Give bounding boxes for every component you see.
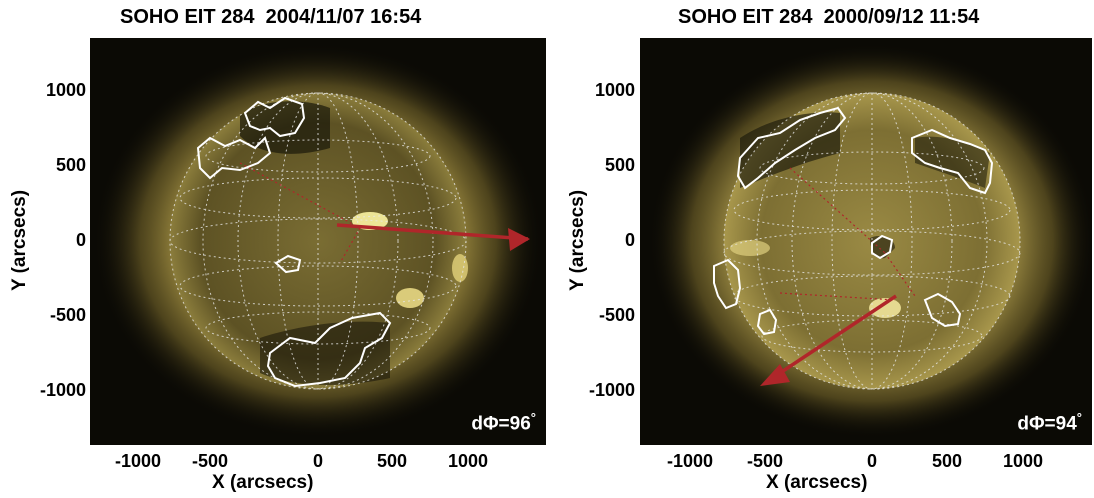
contours-right <box>713 106 994 336</box>
x-axis-label-left: X (arcsecs) <box>212 472 314 493</box>
dphi-label-right: dΦ=94° <box>1017 410 1082 435</box>
solar-image-right: dΦ=94° <box>640 38 1092 445</box>
x-tick-label: 0 <box>312 451 323 471</box>
panel-title-right: SOHO EIT 284 2000/09/12 11:54 <box>678 6 980 28</box>
solar-image-left-svg <box>90 38 546 445</box>
panel-title-left: SOHO EIT 284 2004/11/07 16:54 <box>120 6 422 28</box>
y-tick-label: -1000 <box>39 380 86 400</box>
x-tick-label: -1000 <box>114 451 162 471</box>
dphi-degree-left: ° <box>530 409 536 425</box>
red-dotted-lines-right <box>779 167 916 301</box>
red-dotted-lines-left <box>239 162 361 264</box>
x-tick-label: 0 <box>866 451 877 471</box>
y-tick-label: 1000 <box>594 80 635 100</box>
x-tick-label: -500 <box>746 451 784 471</box>
y-tick-label: 500 <box>604 155 635 175</box>
solar-image-left: dΦ=96° <box>90 38 546 445</box>
x-tick-label: 500 <box>931 451 963 471</box>
x-tick-label: 500 <box>376 451 408 471</box>
dphi-degree-right: ° <box>1076 409 1082 425</box>
y-tick-label: -500 <box>49 305 86 325</box>
y-tick-label: 1000 <box>45 80 86 100</box>
y-tick-label: 500 <box>55 155 86 175</box>
x-tick-label: -500 <box>191 451 229 471</box>
contours-left <box>196 96 392 388</box>
red-arrow-right <box>760 294 897 386</box>
grid-right <box>723 92 1021 390</box>
solar-image-right-svg <box>640 38 1092 445</box>
y-tick-label: -500 <box>598 305 635 325</box>
x-tick-label: 1000 <box>1002 451 1044 471</box>
dphi-label-left: dΦ=96° <box>471 410 536 435</box>
y-tick-label: 0 <box>624 230 635 250</box>
y-tick-label: -1000 <box>588 380 635 400</box>
x-tick-label: -1000 <box>666 451 714 471</box>
red-arrow-left <box>336 223 530 251</box>
y-tick-label: 0 <box>75 230 86 250</box>
dphi-value-right: dΦ=94 <box>1017 413 1077 434</box>
solar-disk-left <box>170 93 466 389</box>
x-axis-label-right: X (arcsecs) <box>766 472 868 493</box>
grid-left <box>169 92 467 390</box>
dphi-value-left: dΦ=96 <box>471 413 531 434</box>
x-tick-label: 1000 <box>447 451 489 471</box>
